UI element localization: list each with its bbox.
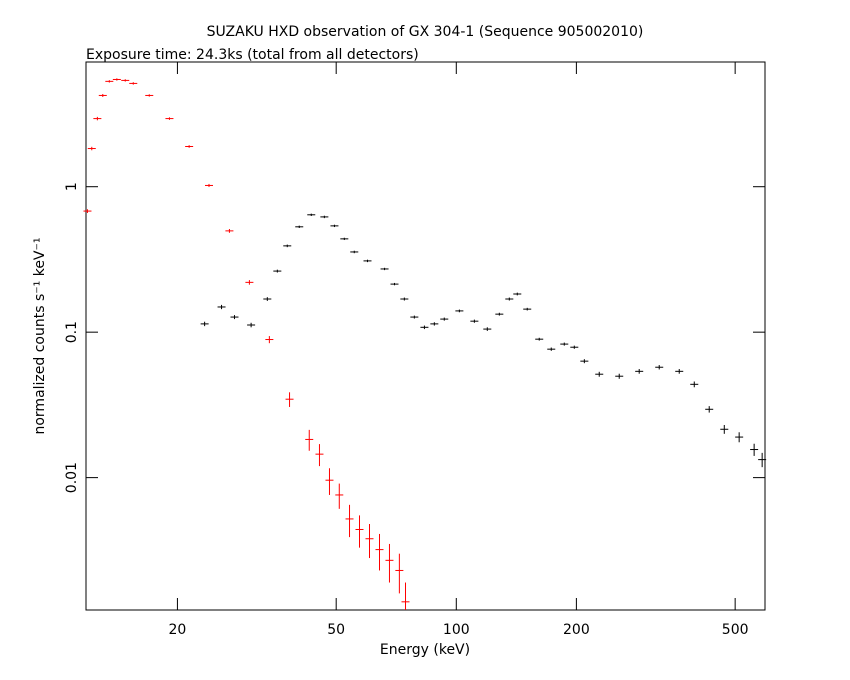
- data-point: [340, 237, 349, 241]
- data-point: [121, 79, 130, 82]
- data-point: [365, 523, 374, 559]
- data-point: [690, 381, 699, 388]
- data-point: [363, 259, 372, 263]
- data-point: [735, 432, 744, 443]
- data-point: [655, 365, 664, 370]
- data-point: [595, 371, 604, 377]
- data-point: [495, 312, 504, 316]
- data-point: [570, 345, 579, 349]
- data-point: [395, 553, 404, 594]
- data-point: [401, 582, 410, 610]
- data-point: [350, 250, 359, 254]
- y-tick-label: 0.1: [64, 321, 80, 343]
- data-point: [112, 78, 121, 81]
- data-point: [315, 444, 324, 467]
- data-point: [165, 117, 174, 120]
- x-axis-label: Energy (keV): [380, 642, 470, 658]
- data-point: [410, 315, 419, 319]
- data-point: [105, 80, 114, 83]
- data-point: [513, 292, 522, 296]
- data-point: [400, 297, 409, 301]
- data-point: [615, 373, 624, 379]
- data-point: [380, 267, 389, 271]
- data-point: [430, 322, 439, 326]
- x-tick-label: 200: [563, 622, 590, 638]
- data-point: [145, 94, 154, 97]
- data-point: [750, 443, 759, 456]
- data-point: [720, 425, 729, 434]
- data-point: [307, 213, 316, 216]
- data-point: [675, 369, 684, 374]
- data-point: [320, 215, 329, 219]
- data-point: [355, 515, 364, 548]
- chart-title: SUZAKU HXD observation of GX 304-1 (Sequ…: [207, 24, 644, 40]
- y-axis-label: normalized counts s⁻¹ keV⁻¹: [32, 237, 48, 434]
- y-tick-label: 0.01: [64, 462, 80, 493]
- data-point: [440, 317, 449, 321]
- data-point: [523, 307, 532, 311]
- data-point: [83, 209, 92, 213]
- data-point: [87, 146, 96, 151]
- data-point: [245, 280, 254, 285]
- data-point: [635, 369, 644, 374]
- data-point: [345, 504, 354, 538]
- data-point: [263, 297, 272, 301]
- data-point: [330, 224, 339, 228]
- data-point: [580, 359, 589, 364]
- data-point: [283, 244, 292, 248]
- y-tick-label: 1: [64, 182, 80, 191]
- data-point: [335, 483, 344, 509]
- data-point: [535, 337, 544, 341]
- x-tick-label: 50: [327, 622, 345, 638]
- data-point: [470, 319, 479, 323]
- x-tick-label: 20: [169, 622, 187, 638]
- data-point: [225, 228, 234, 233]
- x-tick-label: 100: [443, 622, 470, 638]
- data-point: [273, 269, 282, 273]
- data-point: [547, 347, 556, 351]
- data-point: [185, 145, 194, 148]
- data-point: [200, 321, 209, 327]
- data-point: [390, 282, 399, 286]
- data-point: [455, 309, 464, 313]
- chart-subtitle: Exposure time: 24.3ks (total from all de…: [86, 47, 419, 63]
- data-point: [217, 304, 226, 310]
- data-point: [93, 116, 102, 121]
- data-point: [505, 297, 514, 301]
- data-point: [483, 327, 492, 331]
- data-point: [758, 452, 767, 468]
- data-point: [420, 325, 429, 330]
- data-point: [325, 468, 334, 495]
- data-point: [375, 533, 384, 571]
- data-point: [247, 322, 256, 328]
- data-point: [385, 543, 394, 583]
- data-point: [205, 183, 214, 188]
- plot-frame: [85, 61, 766, 611]
- data-point: [295, 225, 304, 229]
- data-point: [98, 93, 107, 97]
- data-point: [265, 336, 274, 344]
- data-point: [129, 82, 138, 85]
- data-point: [560, 342, 569, 346]
- data-point: [705, 406, 714, 413]
- data-point: [305, 429, 314, 451]
- x-tick-label: 500: [722, 622, 749, 638]
- data-point: [230, 315, 239, 320]
- data-point: [285, 392, 294, 407]
